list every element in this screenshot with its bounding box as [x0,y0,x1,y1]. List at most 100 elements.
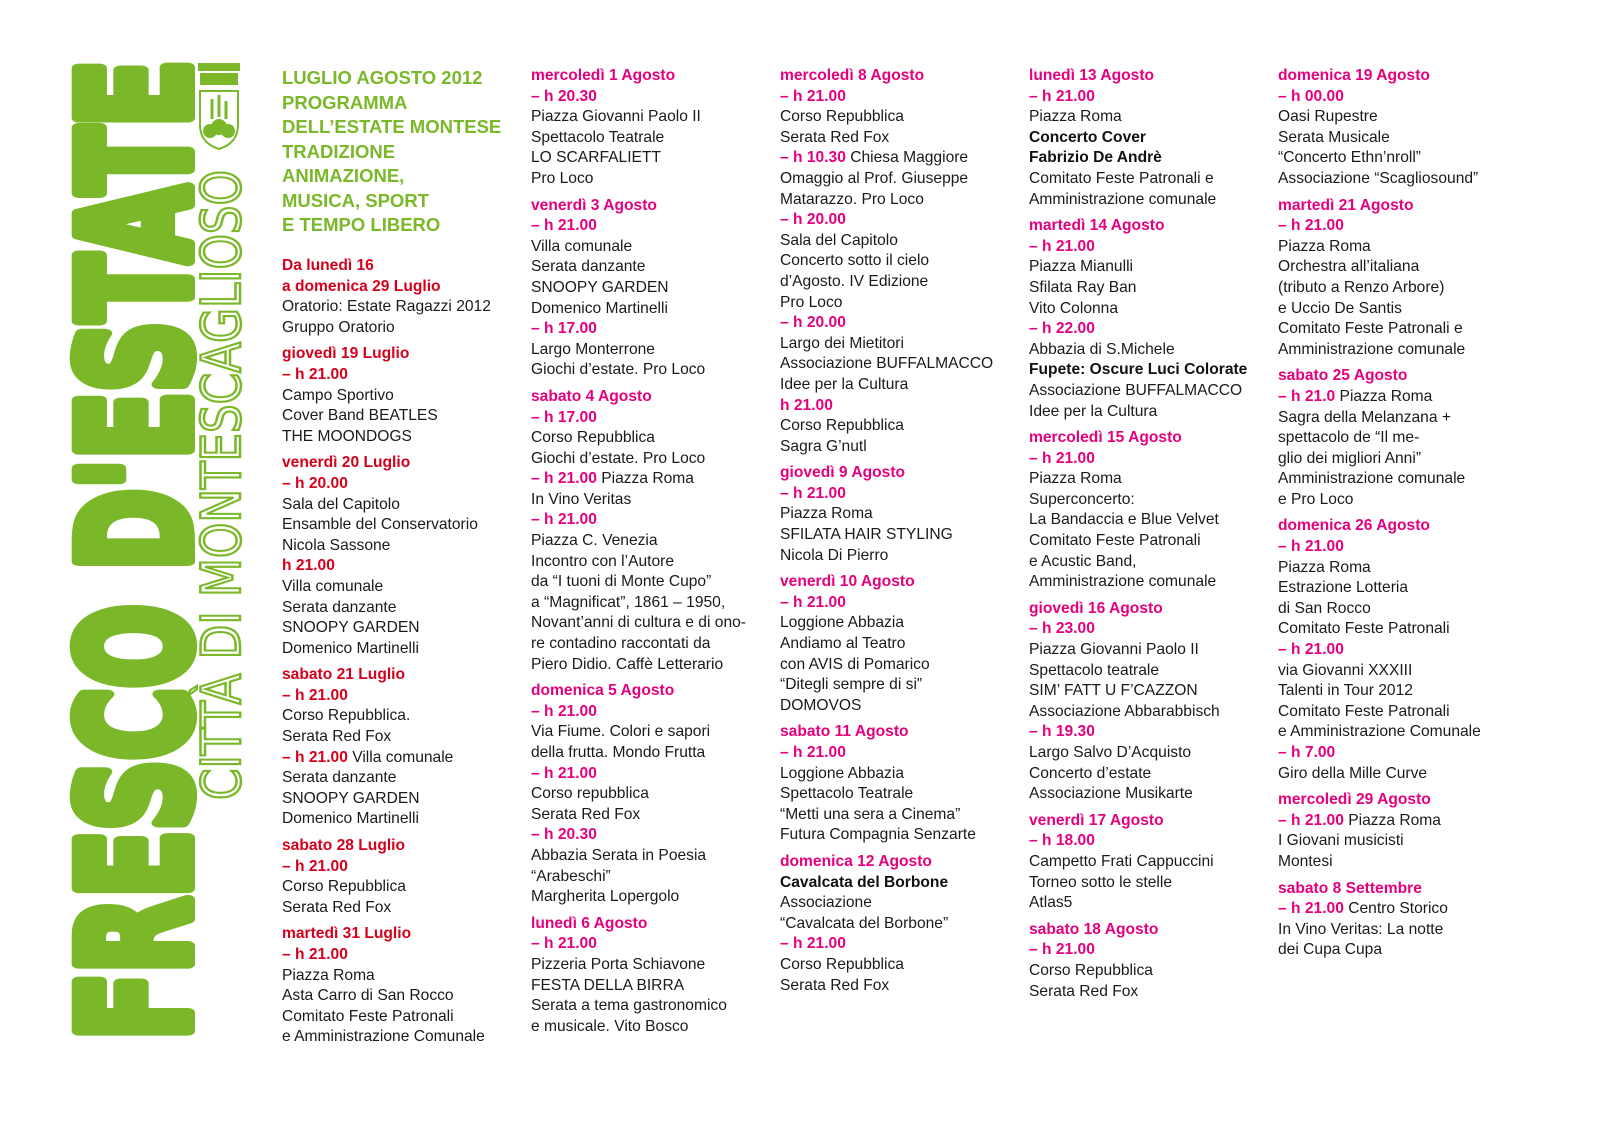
event-line: – h 21.00 [780,743,1028,764]
event-text: Serata Red Fox [282,898,392,916]
event-line: – h 21.00 [531,216,779,237]
event-text: Oasi Rupestre [1278,108,1378,126]
event-text: Piazza Roma [1029,470,1122,488]
event-line: Comitato Feste Patronali e [1029,169,1277,190]
event-line: h 21.00 [282,556,530,577]
event-line: Piazza Roma [1278,237,1526,258]
event-line: Villa comunale [531,237,779,258]
event-text: Superconcerto: [1029,490,1135,508]
event-date: sabato 21 Luglio [282,666,406,684]
event-line: Associazione “Scagliosound” [1278,169,1526,190]
event-time: – h 7.00 [1278,744,1336,761]
event-block: venerdì 17 Agosto – h 18.00 Campetto Frati… [1029,811,1277,914]
event-date: martedì 21 Agosto [1278,196,1414,214]
event-time: – h 20.00 [282,474,348,492]
event-line: – h 21.00 [1029,449,1277,470]
event-line: – h 20.30 [531,825,779,846]
event-line: Associazione BUFFALMACCO [780,354,1028,375]
event-line: Fabrizio De Andrè [1029,148,1277,169]
event-line: Andiamo al Teatro [780,634,1028,655]
event-text: Corso Repubblica. [282,707,411,725]
event-line: Margherita Lopergolo [531,887,779,908]
event-text: Corso Repubblica [780,108,904,126]
intro-line: PROGRAMMA [282,91,408,113]
event-text: Corso Repubblica [1029,961,1153,979]
event-text: “Ditegli sempre di si” [780,676,923,694]
event-block: martedì 14 Agosto – h 21.00 Piazza Mianull… [1029,216,1277,422]
event-line: Comitato Feste Patronali [282,1007,530,1028]
event-line: Domenico Martinelli [282,639,530,660]
event-line: Idee per la Cultura [1029,402,1277,423]
event-block: giovedì 16 Agosto – h 23.00 Piazza Giovann… [1029,599,1277,805]
event-time: – h 21.00 [1278,900,1344,918]
event-line: – h 19.30 [1029,722,1277,743]
event-line: Idee per la Cultura [780,375,1028,396]
event-line: Serata Red Fox [1029,982,1277,1003]
event-line: Campo Sportivo [282,386,530,407]
event-text: Corso Repubblica [780,955,904,973]
event-time: – h 21.00 [1278,811,1344,829]
event-block: mercoledì 15 Agosto – h 21.00 Piazza Roma S… [1029,428,1277,593]
event-line: – h 10.30 Chiesa Maggiore [780,148,1028,169]
event-line: Corso Repubblica. [282,706,530,727]
event-line: Omaggio al Prof. Giuseppe [780,169,1028,190]
event-text: Piazza Roma [1029,108,1122,126]
event-time: – h 21.00 [531,702,597,720]
event-text: Piazza C. Venezia [531,532,658,550]
intro-line: MUSICA, SPORT [282,189,429,211]
event-line: Corso Repubblica [780,416,1028,437]
intro-line: E TEMPO LIBERO [282,214,441,235]
event-line: Concerto d’estate [1029,764,1277,785]
event-date: domenica 12 Agosto [780,852,932,870]
event-line: Via Fiume. Colori e sapori [531,722,779,743]
event-line: Fupete: Oscure Luci Colorate [1029,360,1277,381]
programme-intro: LUGLIO AGOSTO 2012 PROGRAMMA DELL’ESTATE M… [282,66,522,238]
event-line: – h 21.00 [780,484,1028,505]
events-column-2: mercoledì 1 Agosto – h 20.30 Piazza Giovan… [531,66,779,1043]
event-line: Associazione [780,893,1028,914]
event-line: – h 21.00 [531,510,779,531]
event-time: – h 21.00 [1029,87,1095,105]
event-line: Giochi d’estate. Pro Loco [531,360,779,381]
event-time: – h 21.00 [780,87,846,105]
event-line: Largo Salvo D’Acquisto [1029,743,1277,764]
event-line: – h 21.00 [780,87,1028,108]
event-line: – h 21.00 [282,857,530,878]
event-line: Piazza Roma [1029,469,1277,490]
event-line: “Ditegli sempre di si” [780,675,1028,696]
event-line: Oratorio: Estate Ragazzi 2012 [282,297,530,318]
event-line: “Cavalcata del Borbone” [780,914,1028,935]
event-text: Giochi d’estate. Pro Loco [531,449,706,467]
event-time: – h 21.00 [531,217,597,235]
event-line: – h 18.00 [1029,831,1277,852]
event-line: Orchestra all’italiana [1278,257,1526,278]
event-line: – h 20.00 [282,474,530,495]
event-text: Serata a tema gastronomico [531,997,727,1015]
event-text: e Uccio De Santis [1278,299,1402,317]
event-time: h 21.00 [282,557,335,575]
event-time: – h 20.30 [531,87,597,105]
intro-line: TRADIZIONE [282,140,396,162]
event-block: sabato 18 Agosto – h 21.00 Corso Repubblic… [1029,920,1277,1002]
event-line: (tributo a Renzo Arbore) [1278,278,1526,299]
event-line: – h 21.00 [1029,237,1277,258]
event-text: Sfilata Ray Ban [1029,278,1137,296]
event-text: re contadino raccontati da [531,635,711,653]
event-block: domenica 5 Agosto – h 21.00 Via Fiume. Col… [531,681,779,908]
event-block: sabato 25 Agosto – h 21.0 Piazza Roma Sagr… [1278,366,1526,510]
event-text: “Arabeschi” [531,867,611,885]
event-text: Matarazzo. Pro Loco [780,190,924,208]
event-text: Gruppo Oratorio [282,318,395,336]
event-block: lunedì 13 Agosto – h 21.00 Piazza Roma Conc… [1029,66,1277,210]
event-line: Asta Carro di San Rocco [282,986,530,1007]
event-block: giovedì 9 Agosto – h 21.00 Piazza Roma SFIL… [780,463,1028,566]
event-line: Loggione Abbazia [780,764,1028,785]
event-line: Comitato Feste Patronali [1278,619,1526,640]
event-date: mercoledì 8 Agosto [780,67,925,84]
event-line: – h 21.00 [1029,87,1277,108]
event-block: Da lunedì 16 a domenica 29 Luglio Oratorio… [282,256,530,338]
event-text: Oratorio: Estate Ragazzi 2012 [282,298,491,316]
event-line: Pro Loco [531,169,779,190]
event-line: – h 21.00 [1278,537,1526,558]
event-text: Futura Compagnia Senzarte [780,826,976,844]
